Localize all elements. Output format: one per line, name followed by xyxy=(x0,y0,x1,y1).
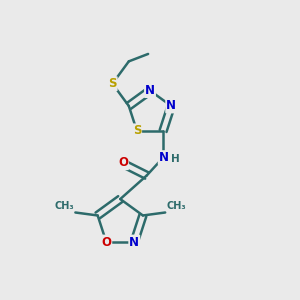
Text: CH₃: CH₃ xyxy=(54,201,74,211)
Text: N: N xyxy=(129,236,139,249)
Text: N: N xyxy=(145,84,155,97)
Text: S: S xyxy=(133,124,141,137)
Text: N: N xyxy=(166,100,176,112)
Text: H: H xyxy=(170,154,179,164)
Text: O: O xyxy=(118,156,128,169)
Text: O: O xyxy=(101,236,111,249)
Text: N: N xyxy=(159,151,169,164)
Text: S: S xyxy=(108,77,117,90)
Text: CH₃: CH₃ xyxy=(167,201,186,211)
